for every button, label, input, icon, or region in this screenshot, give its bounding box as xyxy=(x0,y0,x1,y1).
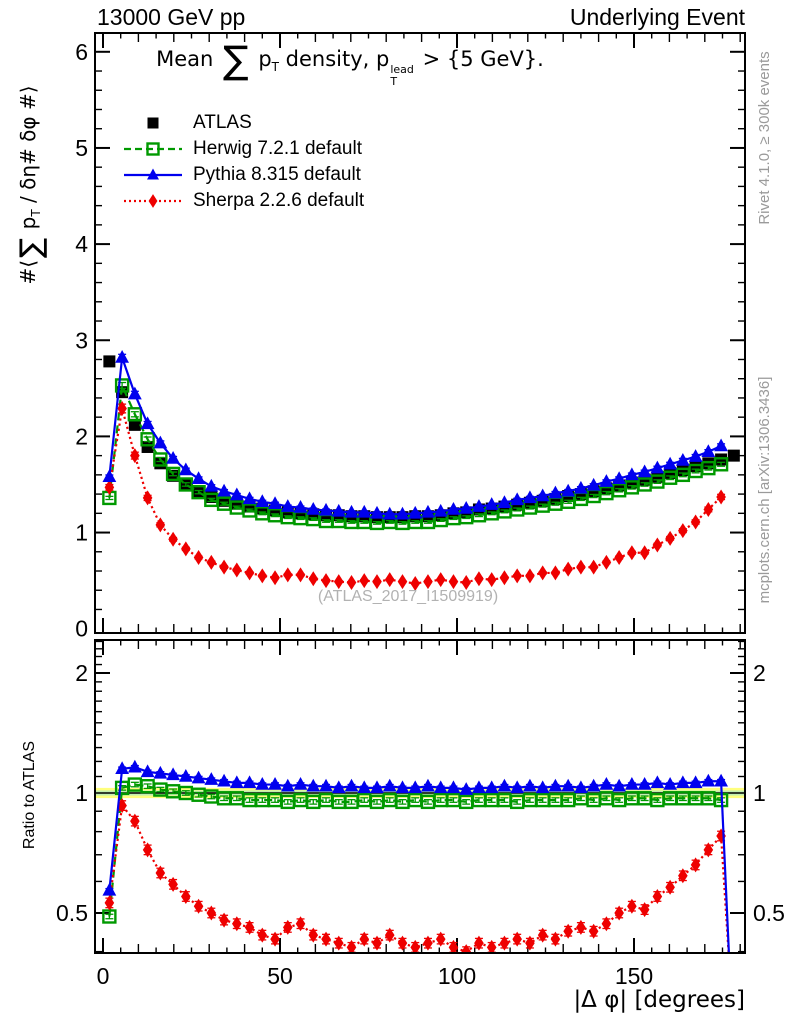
x-tick-label: 0 xyxy=(97,963,110,989)
legend-item-sherpa: Sherpa 2.2.6 default xyxy=(122,188,364,214)
x-axis-label: |Δ φ| [degrees] xyxy=(573,987,745,1013)
beam-energy-label: 13000 GeV pp xyxy=(97,4,246,30)
main-panel-frame xyxy=(94,32,746,634)
analysis-id-watermark: (ATLAS_2017_I1509919) xyxy=(317,588,499,605)
ratio-y-tick-label-left: 1 xyxy=(75,780,88,806)
legend-item-pythia: Pythia 8.315 default xyxy=(122,162,364,188)
legend-item-atlas: ATLAS xyxy=(122,110,364,136)
open-square-icon xyxy=(124,142,182,156)
main-y-tick-label: 1 xyxy=(75,520,88,546)
ratio-y-tick-label-right: 0.5 xyxy=(753,900,785,926)
main-y-tick-label: 3 xyxy=(75,327,88,353)
ratio-y-tick-label-left: 0.5 xyxy=(56,900,88,926)
ratio-series-sherpa xyxy=(104,798,726,952)
x-tick-label: 50 xyxy=(267,963,293,989)
main-y-tick-label: 5 xyxy=(75,135,88,161)
main-y-tick-label: 2 xyxy=(75,423,88,449)
pythia-lastbin-plunge xyxy=(719,781,730,952)
filled-diamond-icon xyxy=(124,194,182,208)
legend: ATLAS Herwig 7.2.1 default Pythia 8.315 de… xyxy=(122,110,364,214)
ylabel-post: / δη# δφ #⟩ xyxy=(16,85,40,210)
sum-symbol: ∑ xyxy=(223,38,249,82)
main-series-pythia xyxy=(102,350,728,520)
main-series-sherpa xyxy=(104,401,726,592)
mcplots-reference-note: mcplots.cern.ch [arXiv:1306.3436] xyxy=(756,376,773,604)
title-pre: Mean xyxy=(156,47,221,71)
legend-label-atlas: ATLAS xyxy=(193,112,252,133)
title-pt: p xyxy=(251,47,272,71)
filled-square-icon xyxy=(147,117,159,129)
ratio-series-group xyxy=(96,759,744,952)
legend-label-sherpa: Sherpa 2.2.6 default xyxy=(193,190,365,211)
x-tick-label: 150 xyxy=(615,963,653,989)
ratio-y-tick-label-right: 2 xyxy=(753,660,766,686)
main-y-tick-label: 6 xyxy=(75,39,88,65)
ratio-panel-frame xyxy=(94,639,746,954)
title-post: > {5 GeV}. xyxy=(415,47,544,71)
ylabel-sum-symbol: ∑ xyxy=(14,237,49,258)
main-y-tick-label: 4 xyxy=(75,231,88,257)
main-y-axis-label: #⟨∑ pT / δη# δφ #⟩ xyxy=(10,0,49,395)
x-tick-label: 100 xyxy=(438,963,476,989)
main-y-tick-label: 0 xyxy=(75,616,88,642)
ratio-y-axis-label: Ratio to ATLAS xyxy=(21,740,38,850)
ratio-series-herwig xyxy=(102,777,729,924)
legend-label-pythia: Pythia 8.315 default xyxy=(193,164,361,185)
ylabel-pt: p xyxy=(16,216,40,236)
analysis-group-label: Underlying Event xyxy=(569,4,745,30)
title-pt-sub: T xyxy=(271,60,279,75)
ratio-series-pythia xyxy=(102,759,728,896)
title-sub: T xyxy=(390,74,398,88)
legend-item-herwig: Herwig 7.2.1 default xyxy=(122,136,364,162)
legend-label-herwig: Herwig 7.2.1 default xyxy=(193,138,362,159)
plot-title: Mean ∑ pT density, p lead T > {5 GeV}. xyxy=(150,41,550,87)
ylabel-pt-sub: T xyxy=(29,209,43,217)
title-lead-stack: lead T xyxy=(390,64,414,87)
filled-triangle-icon xyxy=(124,168,182,180)
title-mid: density, p xyxy=(279,47,390,71)
title-sup: lead xyxy=(390,63,414,76)
ratio-y-tick-label-left: 2 xyxy=(75,660,88,686)
ylabel-pre: #⟨ xyxy=(16,259,40,285)
ratio-y-tick-label-right: 1 xyxy=(753,780,766,806)
